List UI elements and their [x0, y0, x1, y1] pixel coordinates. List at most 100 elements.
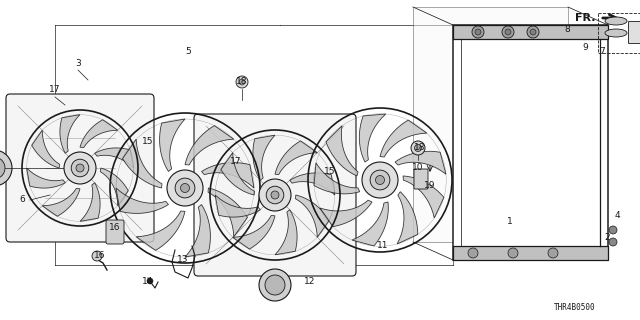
Circle shape: [180, 183, 189, 193]
Polygon shape: [185, 204, 211, 257]
Text: 7: 7: [599, 47, 605, 57]
Text: 10: 10: [412, 164, 424, 172]
Text: 17: 17: [230, 157, 242, 166]
Text: 2: 2: [604, 234, 610, 243]
Bar: [628, 21, 640, 43]
Polygon shape: [32, 130, 60, 168]
Polygon shape: [60, 115, 80, 153]
FancyBboxPatch shape: [106, 220, 124, 244]
Circle shape: [468, 248, 478, 258]
Polygon shape: [27, 168, 65, 188]
Text: 14: 14: [142, 277, 154, 286]
Circle shape: [175, 178, 195, 198]
Text: 12: 12: [304, 277, 316, 286]
Circle shape: [502, 26, 514, 38]
Text: 18: 18: [236, 77, 248, 86]
Text: 11: 11: [377, 241, 388, 250]
Circle shape: [236, 76, 248, 88]
Polygon shape: [352, 202, 388, 246]
Circle shape: [548, 248, 558, 258]
Text: 15: 15: [142, 138, 154, 147]
Polygon shape: [395, 151, 446, 174]
Polygon shape: [233, 215, 275, 249]
Polygon shape: [116, 188, 168, 213]
Polygon shape: [403, 176, 444, 218]
Circle shape: [411, 141, 425, 155]
Text: 3: 3: [75, 59, 81, 68]
Text: 19: 19: [424, 180, 436, 189]
Circle shape: [259, 179, 291, 211]
Polygon shape: [253, 135, 275, 180]
Polygon shape: [314, 163, 360, 194]
Bar: [413, 7, 568, 242]
Polygon shape: [42, 188, 80, 216]
Polygon shape: [296, 195, 329, 237]
Polygon shape: [221, 153, 255, 195]
Circle shape: [362, 162, 398, 198]
Bar: [453, 246, 608, 260]
Circle shape: [609, 226, 617, 234]
Polygon shape: [380, 120, 427, 157]
Circle shape: [530, 29, 536, 35]
Polygon shape: [290, 173, 335, 195]
Circle shape: [271, 191, 279, 199]
Circle shape: [71, 159, 89, 177]
Text: FR.: FR.: [575, 13, 595, 23]
FancyBboxPatch shape: [6, 94, 154, 242]
Text: 4: 4: [614, 211, 620, 220]
Polygon shape: [159, 119, 185, 172]
Ellipse shape: [605, 29, 627, 37]
Circle shape: [259, 269, 291, 301]
Text: 13: 13: [177, 255, 189, 265]
Circle shape: [370, 170, 390, 190]
Circle shape: [505, 29, 511, 35]
Text: 9: 9: [582, 44, 588, 52]
Circle shape: [239, 79, 245, 85]
Circle shape: [609, 238, 617, 246]
Polygon shape: [123, 139, 162, 188]
Text: 8: 8: [564, 26, 570, 35]
Polygon shape: [136, 211, 185, 251]
Polygon shape: [275, 210, 297, 255]
Polygon shape: [80, 183, 100, 221]
Bar: [598, 13, 640, 53]
Text: 1: 1: [507, 218, 513, 227]
Polygon shape: [95, 148, 133, 168]
Polygon shape: [208, 188, 248, 237]
Polygon shape: [275, 141, 317, 174]
FancyBboxPatch shape: [414, 169, 428, 189]
Polygon shape: [100, 168, 128, 206]
Circle shape: [266, 186, 284, 204]
Circle shape: [265, 275, 285, 295]
Bar: [453, 25, 608, 260]
Text: 16: 16: [109, 223, 121, 233]
Circle shape: [147, 278, 153, 284]
Polygon shape: [326, 126, 358, 176]
Text: THR4B0500: THR4B0500: [554, 303, 596, 313]
Circle shape: [475, 29, 481, 35]
Polygon shape: [359, 114, 386, 162]
Text: 15: 15: [324, 167, 336, 177]
Circle shape: [167, 170, 203, 206]
Circle shape: [76, 164, 84, 172]
Polygon shape: [215, 195, 260, 217]
Text: 6: 6: [19, 196, 25, 204]
Text: 16: 16: [94, 251, 106, 260]
Circle shape: [0, 157, 5, 179]
Polygon shape: [80, 120, 118, 148]
Circle shape: [527, 26, 539, 38]
Circle shape: [472, 26, 484, 38]
Polygon shape: [320, 200, 372, 227]
Polygon shape: [185, 125, 234, 165]
Ellipse shape: [605, 17, 627, 25]
Text: 18: 18: [414, 143, 426, 153]
FancyBboxPatch shape: [194, 114, 356, 276]
Polygon shape: [202, 163, 254, 188]
Circle shape: [508, 248, 518, 258]
Circle shape: [64, 152, 96, 184]
Circle shape: [415, 145, 422, 151]
Text: 17: 17: [49, 85, 61, 94]
Polygon shape: [397, 192, 418, 244]
Circle shape: [0, 150, 12, 186]
Circle shape: [376, 175, 385, 185]
